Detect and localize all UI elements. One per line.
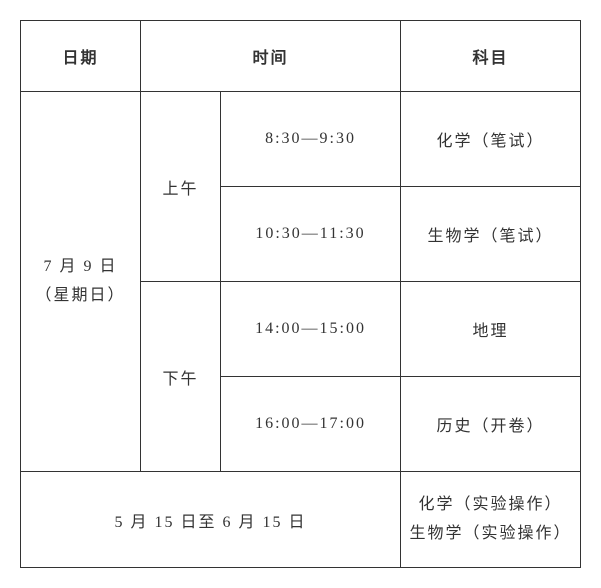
subject-cell: 生物学（笔试） — [401, 187, 581, 282]
subject-cell: 化学（笔试） — [401, 92, 581, 187]
table-header-row: 日期 时间 科目 — [21, 21, 581, 92]
time-cell: 14:00—15:00 — [221, 282, 401, 377]
header-date: 日期 — [21, 21, 141, 92]
footer-subject-line2: 生物学（实验操作） — [401, 520, 580, 549]
time-cell: 8:30—9:30 — [221, 92, 401, 187]
footer-date-range: 5 月 15 日至 6 月 15 日 — [21, 472, 401, 568]
table-row: 7 月 9 日 （星期日） 上午 8:30—9:30 化学（笔试） — [21, 92, 581, 187]
footer-subject-line1: 化学（实验操作） — [401, 491, 580, 520]
header-time: 时间 — [141, 21, 401, 92]
schedule-table: 日期 时间 科目 7 月 9 日 （星期日） 上午 8:30—9:30 化学（笔… — [20, 20, 581, 568]
subject-cell: 历史（开卷） — [401, 377, 581, 472]
time-cell: 10:30—11:30 — [221, 187, 401, 282]
subject-cell: 地理 — [401, 282, 581, 377]
table-footer-row: 5 月 15 日至 6 月 15 日 化学（实验操作） 生物学（实验操作） — [21, 472, 581, 568]
header-subject: 科目 — [401, 21, 581, 92]
period-morning: 上午 — [141, 92, 221, 282]
date-line2: （星期日） — [21, 282, 140, 311]
date-cell: 7 月 9 日 （星期日） — [21, 92, 141, 472]
footer-subjects: 化学（实验操作） 生物学（实验操作） — [401, 472, 581, 568]
period-afternoon: 下午 — [141, 282, 221, 472]
time-cell: 16:00—17:00 — [221, 377, 401, 472]
date-line1: 7 月 9 日 — [21, 253, 140, 282]
